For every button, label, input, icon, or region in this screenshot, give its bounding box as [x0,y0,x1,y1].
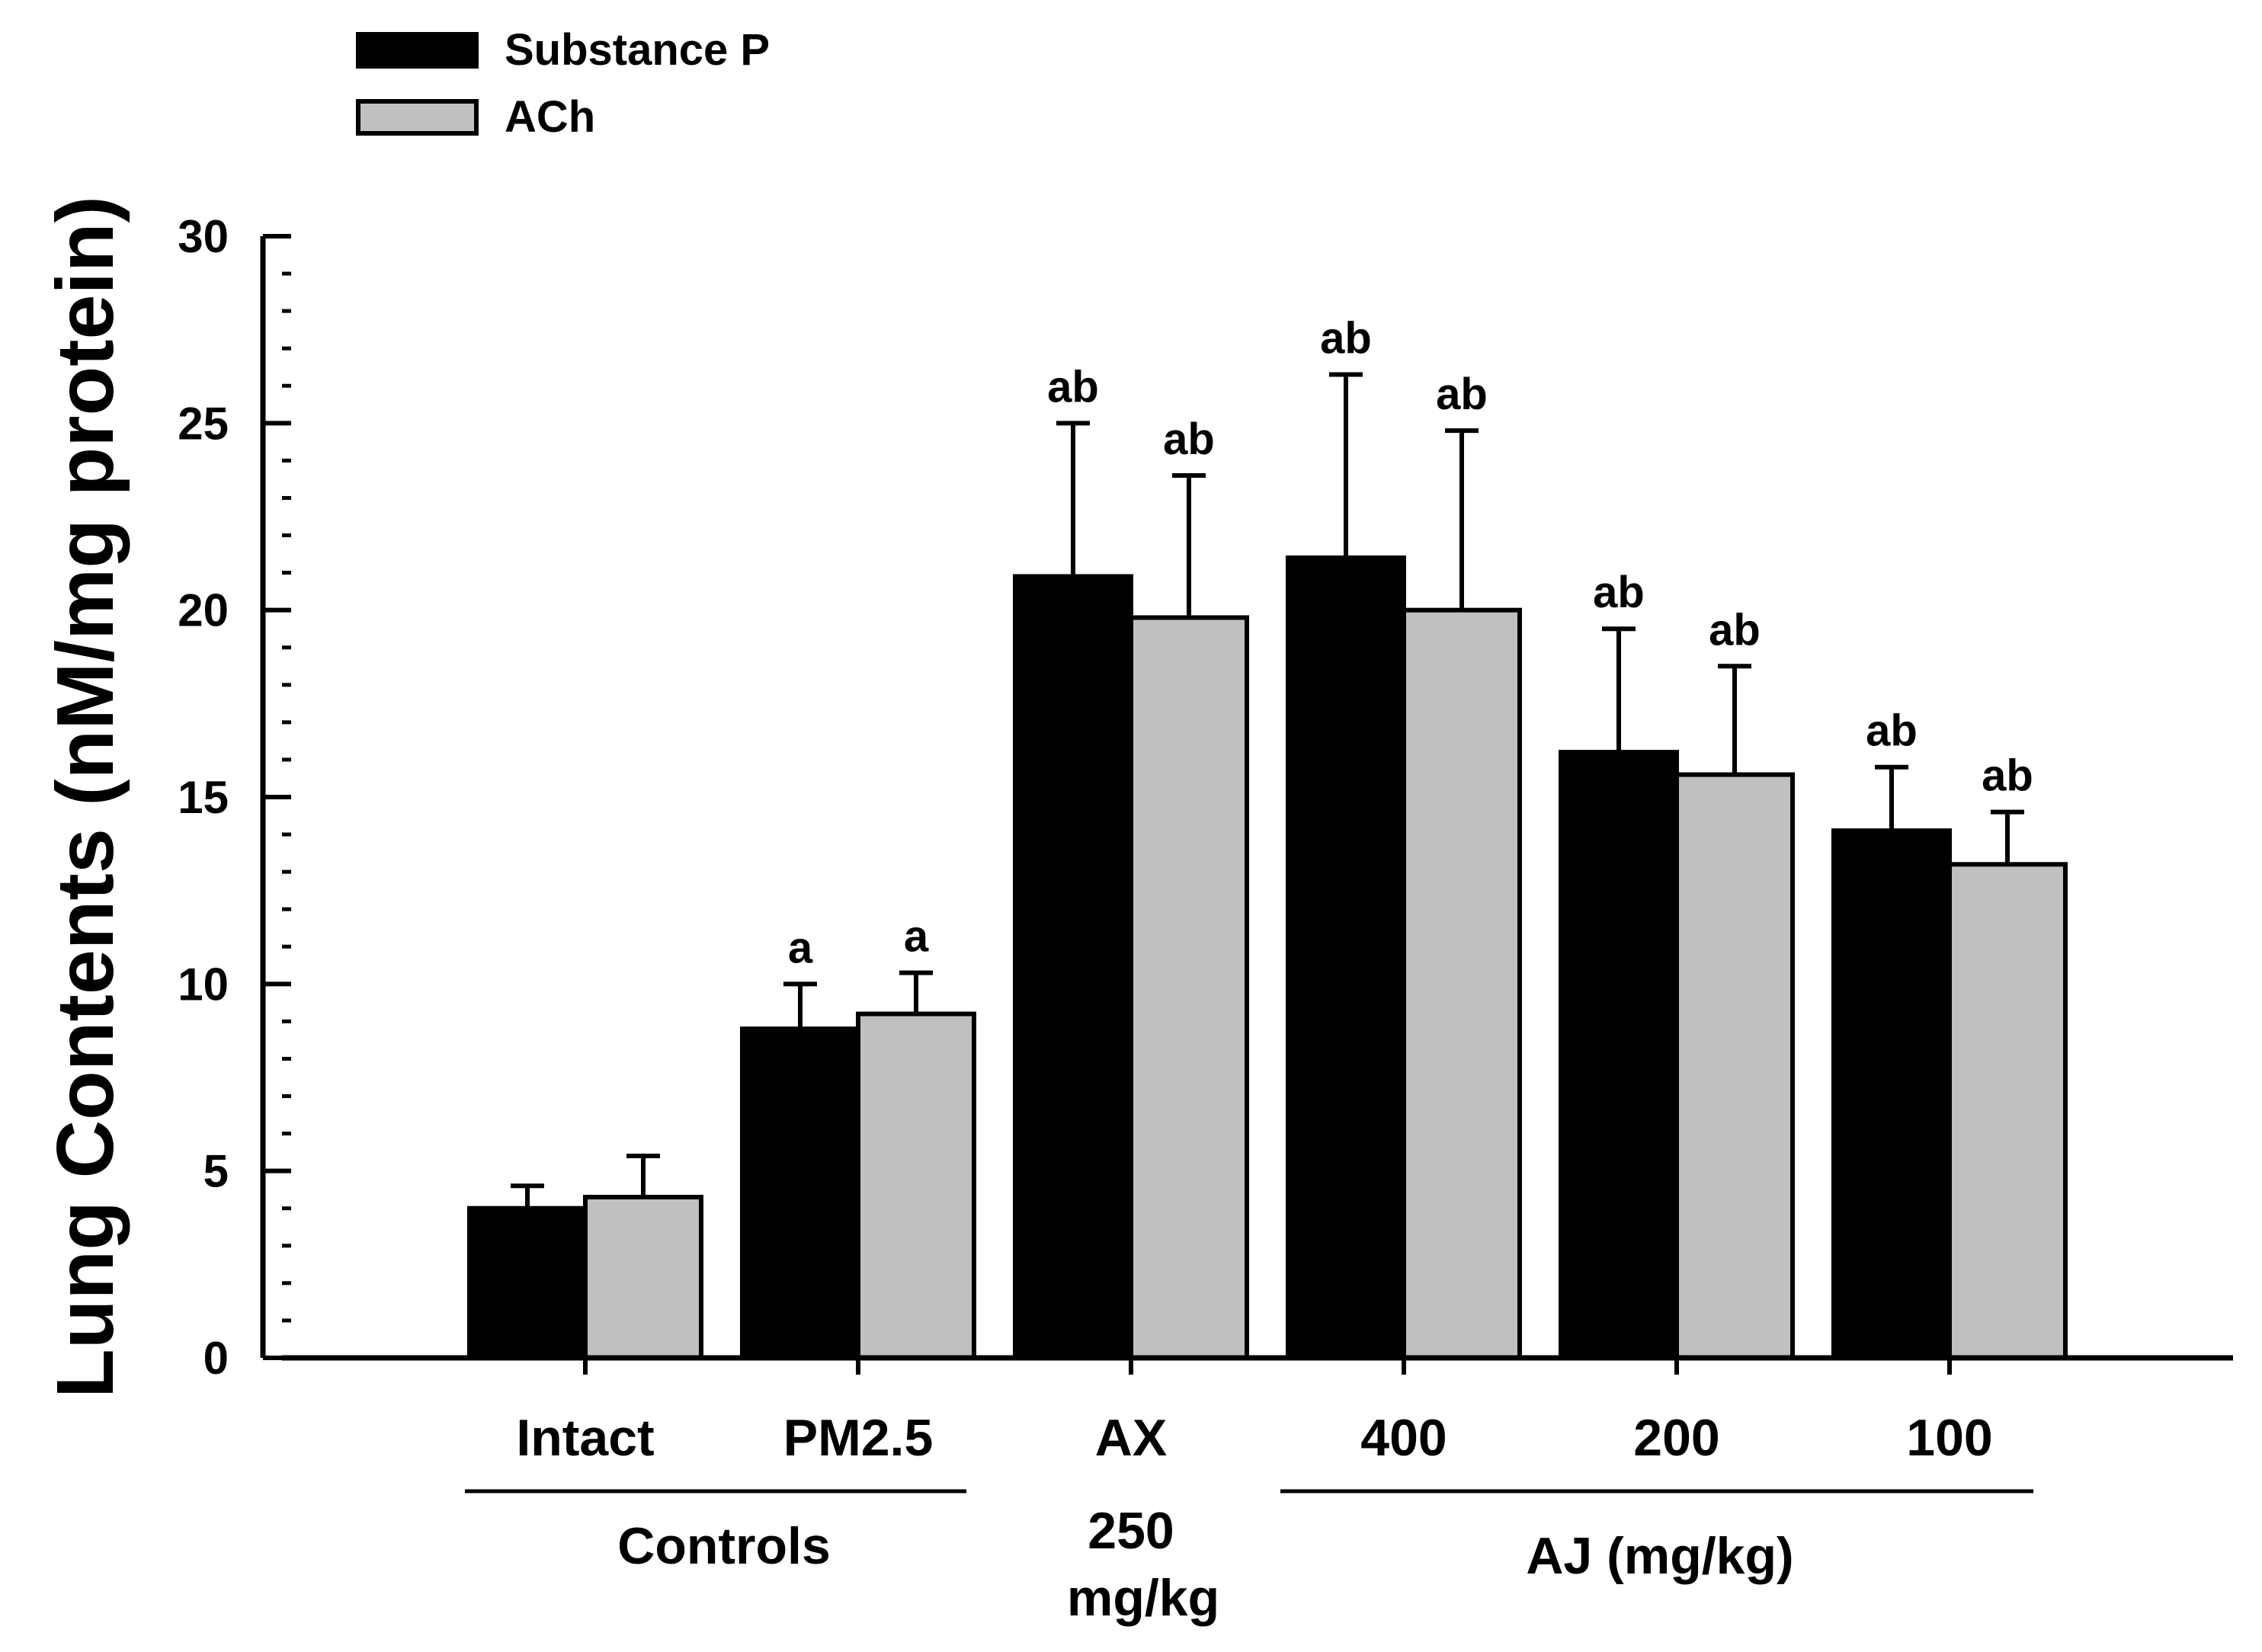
bar-ach-100 [1947,862,2068,1360]
x-category-label: 200 [1633,1409,1719,1467]
y-tick-label: 5 [203,1146,229,1197]
legend-swatch-substance-p [356,32,479,69]
y-tick-label: 20 [178,585,229,636]
significance-label: ab [1593,568,1645,617]
x-category-label: AX [1095,1409,1167,1467]
x-category-label: Intact [516,1409,654,1467]
x-category-label: 100 [1906,1409,1992,1467]
significance-label: ab [1982,751,2033,801]
y-tick-label: 15 [178,772,229,823]
group-label-ax-dose: 250 [1088,1502,1174,1560]
y-tick-label: 25 [178,398,229,449]
bar-substance-p-Intact [467,1205,588,1360]
significance-label: ab [1709,605,1761,655]
y-tick-label: 30 [178,211,229,262]
x-category-label: 400 [1360,1409,1447,1467]
bar-ach-200 [1674,772,1795,1360]
significance-label: a [904,912,929,962]
significance-label: ab [1047,362,1099,411]
x-category-label: PM2.5 [783,1409,934,1467]
significance-label: a [788,923,813,972]
bar-substance-p-PM2.5 [740,1026,860,1361]
legend-swatch-ach [356,99,479,136]
significance-label: ab [1866,706,1918,756]
bar-ach-400 [1402,607,1522,1360]
legend-label: Substance P [505,25,770,75]
y-tick-label: 0 [203,1333,229,1384]
group-label-controls: Controls [617,1517,831,1575]
significance-label: ab [1436,370,1488,419]
bar-ach-PM2.5 [856,1011,976,1360]
y-axis-label: Lung Contents (nM/mg protein) [40,196,130,1398]
bar-substance-p-AX [1013,574,1133,1360]
legend-label: ACh [505,92,595,142]
y-tick-label: 10 [178,959,229,1010]
significance-label: ab [1163,415,1215,464]
bar-ach-AX [1129,615,1249,1360]
bar-substance-p-400 [1286,555,1406,1360]
significance-label: ab [1320,314,1372,363]
bar-ach-Intact [583,1195,703,1360]
group-label-ax-unit: mg/kg [1067,1569,1219,1627]
group-label-aj: AJ (mg/kg) [1526,1527,1793,1585]
bar-substance-p-100 [1831,828,1952,1361]
bar-substance-p-200 [1559,750,1679,1360]
